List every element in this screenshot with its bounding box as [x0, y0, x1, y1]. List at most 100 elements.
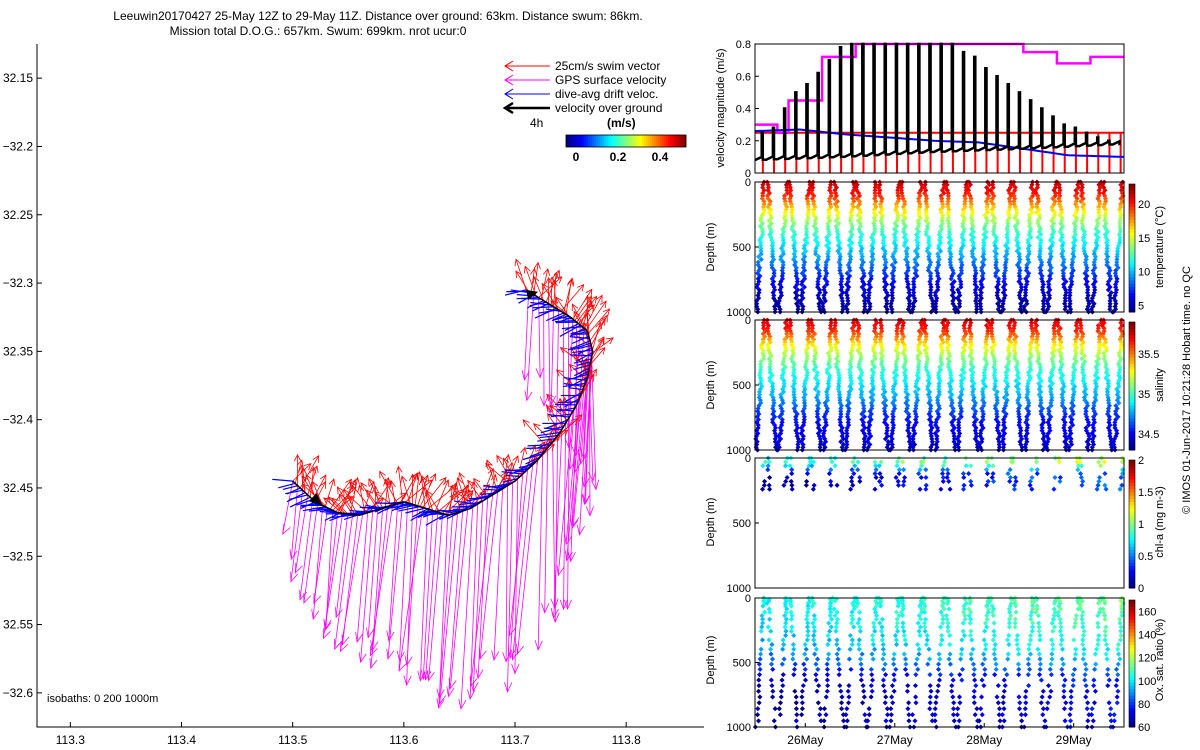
oxygen-point [770, 688, 776, 694]
oxygen-point [991, 628, 997, 634]
oxygen-point [894, 620, 900, 626]
oxygen-point [762, 609, 768, 615]
oxygen-point [817, 712, 823, 718]
colorbar-cell [1129, 424, 1135, 429]
speed-colorbar-cell [644, 135, 647, 147]
oxygen-point [836, 666, 842, 672]
dive-avg-vector [526, 447, 548, 449]
colorbar-cell [1129, 405, 1135, 409]
oxygen-point [939, 632, 945, 639]
speed-colorbar-cell [594, 135, 597, 147]
dive-avg-vector [556, 316, 572, 324]
gps-vector [571, 386, 585, 529]
dive-avg-vector [405, 507, 426, 514]
colorbar-cell [1129, 427, 1135, 432]
swim-vector [572, 289, 593, 320]
oxygen-point [949, 683, 955, 689]
swim-vector-head [598, 317, 606, 326]
oxygen-point [759, 624, 765, 630]
temperature-point [794, 276, 800, 282]
swim-vector-head [312, 455, 320, 463]
swim-vector-head [485, 463, 493, 471]
swim-vector [549, 429, 568, 446]
gps-vector [493, 488, 504, 661]
colorbar-cell [1129, 504, 1135, 509]
swim-vector-head [336, 486, 344, 495]
chl-point [1056, 459, 1062, 465]
oxygen-point [869, 688, 875, 694]
oxygen-point [757, 694, 763, 700]
gps-vector-head [585, 506, 594, 517]
oxygen-point [949, 688, 955, 694]
oxygen-point [916, 651, 922, 657]
colorbar-cell [1129, 212, 1135, 217]
gps-vector-head [436, 698, 445, 710]
temperature-point [755, 270, 761, 276]
oxygen-point [992, 672, 998, 678]
chl-point [1051, 486, 1057, 492]
swim-vector [294, 460, 303, 484]
map-y-tick-label: −32.6 [3, 686, 34, 700]
oxygen-point [917, 624, 923, 630]
speed-colorbar-cell [598, 135, 601, 147]
oxygen-point [1001, 677, 1007, 683]
colorbar-cell [1129, 479, 1135, 483]
colorbar-tick-label: 0 [1138, 583, 1144, 595]
map-x-tick-label: 113.7 [500, 733, 529, 747]
swim-vector-head [596, 294, 603, 303]
oxygen-point [948, 672, 954, 678]
map-axes [36, 44, 704, 728]
gps-vector-head [564, 534, 573, 546]
dive-avg-vector [567, 340, 591, 351]
oxygen-point [804, 656, 810, 662]
oxygen-point [858, 672, 864, 678]
chl-point [857, 478, 863, 484]
oxygen-point [870, 632, 876, 639]
oxygen-point [871, 620, 877, 626]
oxygen-point [804, 637, 810, 643]
gps-vector [356, 512, 369, 643]
swim-vector-head [429, 473, 437, 481]
oxygen-point [815, 700, 821, 706]
gps-vector [554, 435, 559, 622]
colorbar-cell [1129, 533, 1135, 538]
oxygen-point [857, 656, 864, 662]
swim-vector-head [543, 268, 550, 276]
temperature-point [802, 276, 808, 282]
colorbar-cell [1129, 488, 1135, 493]
swim-vector-head [425, 490, 433, 498]
chl-point [1078, 474, 1084, 481]
oxygen-point [981, 683, 987, 689]
colorbar-cell [1129, 331, 1135, 336]
oxygen-point [825, 641, 831, 648]
temperature-point [826, 240, 832, 246]
colorbar-cell [1129, 257, 1135, 262]
oxygen-point [858, 677, 864, 683]
oxygen-point [967, 620, 973, 626]
swim-vector [302, 468, 306, 493]
oxygen-point [888, 712, 894, 718]
oxygen-point [951, 718, 957, 724]
chl-point [968, 463, 974, 469]
oxygen-point [927, 700, 933, 706]
colorbar-cell [1129, 216, 1135, 220]
oxygen-point [793, 718, 799, 724]
chl-point [939, 471, 946, 477]
oxygen-point [790, 651, 796, 657]
dive-avg-vector [343, 514, 358, 520]
oxygen-point [792, 661, 798, 667]
speed-colorbar-cell [664, 135, 667, 147]
gps-vector [526, 294, 535, 401]
colorbar-tick-label: 5 [1138, 300, 1144, 312]
gps-vector-head [289, 549, 298, 561]
oxygen-point [768, 677, 774, 683]
gps-vector [370, 506, 389, 669]
swim-vector [557, 418, 579, 436]
chl-point [1080, 478, 1086, 484]
chl-point [918, 474, 924, 481]
chl-point [1101, 459, 1107, 465]
oxygen-point [993, 661, 999, 667]
temperature-point [840, 301, 846, 307]
speed-colorbar-cell [656, 135, 659, 147]
oxygen-point [870, 637, 876, 643]
